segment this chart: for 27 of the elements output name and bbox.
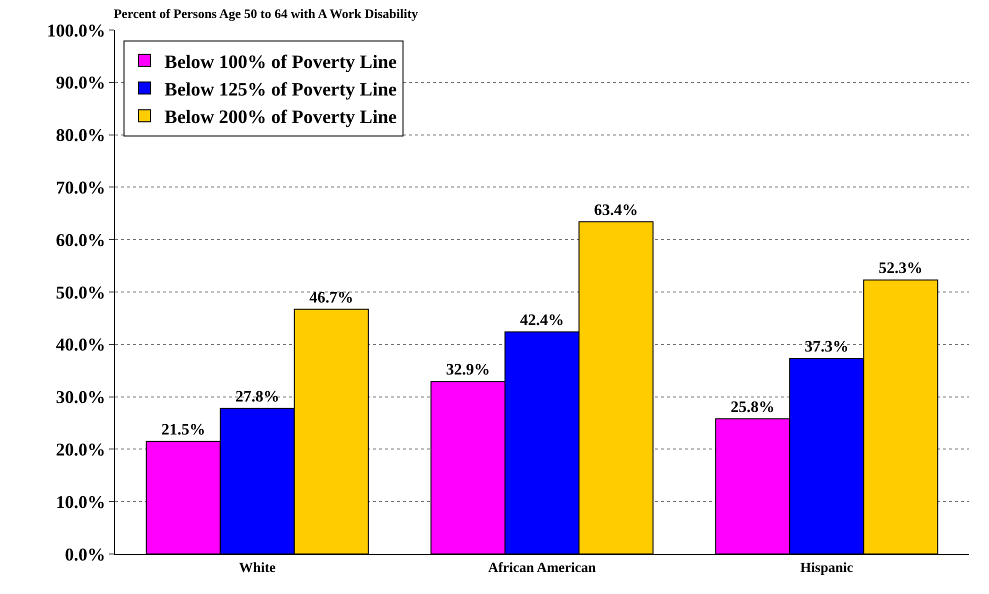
data-label: 37.3%	[804, 338, 849, 356]
x-tick-label: White	[239, 560, 276, 576]
y-tick-label: 0.0%	[64, 544, 106, 564]
y-tick-label: 40.0%	[56, 334, 106, 355]
data-label: 46.7%	[309, 289, 354, 306]
legend-label: Below 200% of Poverty Line	[164, 107, 397, 128]
y-tick-label: 20.0%	[56, 440, 106, 460]
x-tick-label: Hispanic	[800, 560, 854, 576]
legend-label: Below 100% of Poverty Line	[164, 52, 397, 73]
data-label: 21.5%	[161, 421, 206, 438]
y-tick-label: 70.0%	[56, 178, 106, 198]
data-label: 32.9%	[446, 362, 490, 379]
data-label: 63.4%	[594, 202, 638, 219]
data-label: 27.8%	[235, 388, 280, 406]
data-label: 25.8%	[730, 398, 775, 416]
y-tick-label: 50.0%	[56, 282, 106, 302]
y-tick-label: 80.0%	[56, 125, 106, 146]
y-tick-label: 90.0%	[56, 72, 106, 93]
y-tick-label: 10.0%	[56, 492, 106, 512]
chart-title: Percent of Persons Age 50 to 64 with A Work Disability	[114, 6, 419, 22]
y-tick-label: 60.0%	[56, 230, 106, 250]
data-label: 52.3%	[878, 260, 923, 277]
data-label: 42.4%	[520, 312, 564, 329]
legend-label: Below 125% of Poverty Line	[164, 79, 397, 100]
y-tick-label: 30.0%	[56, 387, 106, 408]
y-tick-label: 100.0%	[46, 20, 106, 40]
x-tick-label: African American	[488, 560, 596, 576]
